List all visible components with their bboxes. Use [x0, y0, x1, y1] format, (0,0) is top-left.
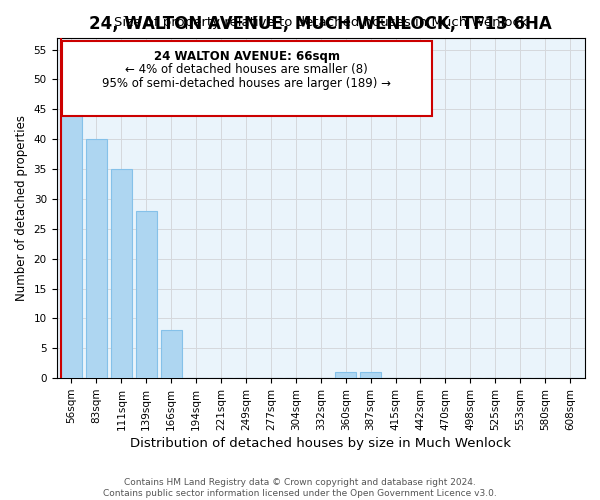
Text: Size of property relative to detached houses in Much Wenlock: Size of property relative to detached ho…	[114, 16, 527, 29]
Bar	[86, 139, 107, 378]
Text: ← 4% of detached houses are smaller (8): ← 4% of detached houses are smaller (8)	[125, 63, 368, 76]
Text: 95% of semi-detached houses are larger (189) →: 95% of semi-detached houses are larger (…	[102, 77, 391, 90]
Text: 24 WALTON AVENUE: 66sqm: 24 WALTON AVENUE: 66sqm	[154, 50, 340, 62]
FancyBboxPatch shape	[62, 41, 432, 116]
Bar	[136, 211, 157, 378]
Bar	[360, 372, 381, 378]
Bar	[161, 330, 182, 378]
Y-axis label: Number of detached properties: Number of detached properties	[15, 115, 28, 301]
Title: 24, WALTON AVENUE, MUCH WENLOCK, TF13 6HA: 24, WALTON AVENUE, MUCH WENLOCK, TF13 6H…	[89, 16, 552, 34]
Bar	[111, 169, 132, 378]
Bar	[335, 372, 356, 378]
X-axis label: Distribution of detached houses by size in Much Wenlock: Distribution of detached houses by size …	[130, 437, 511, 450]
Bar	[61, 116, 82, 378]
Text: Contains HM Land Registry data © Crown copyright and database right 2024.
Contai: Contains HM Land Registry data © Crown c…	[103, 478, 497, 498]
